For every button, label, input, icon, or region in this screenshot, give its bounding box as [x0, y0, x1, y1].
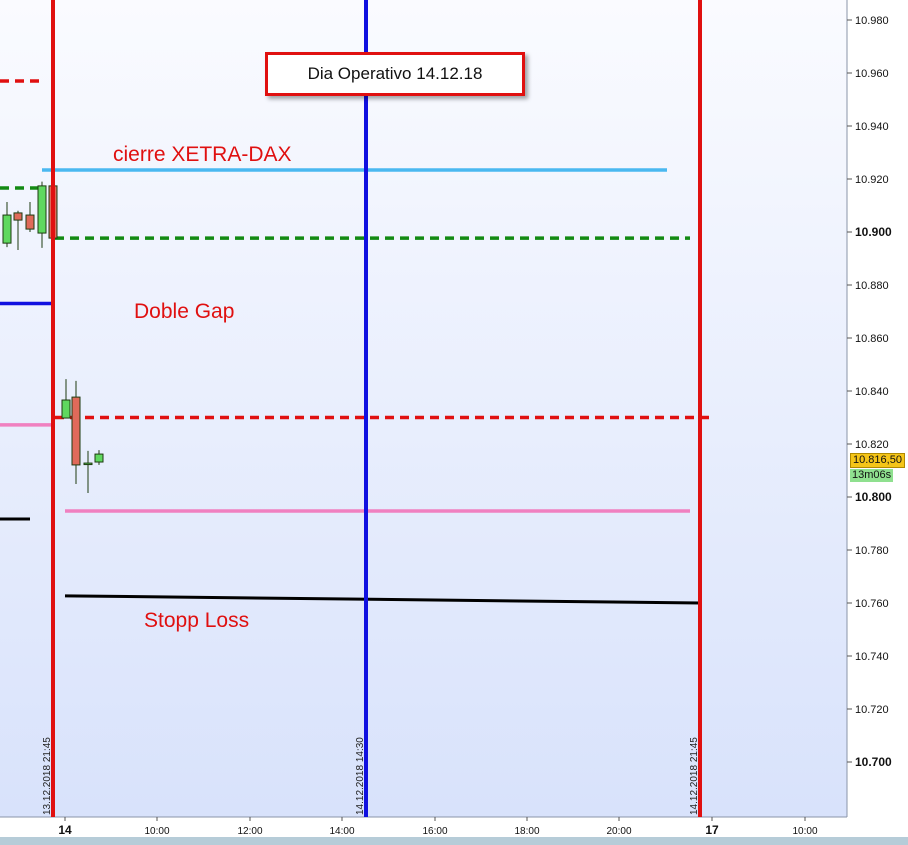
bar-timer-tag: 13m06s — [850, 469, 894, 482]
x-tick-label: 16:00 — [422, 826, 447, 837]
x-tick-label: 14 — [58, 823, 72, 837]
y-tick-label: 10.940 — [855, 121, 889, 133]
candle-up — [2, 214, 12, 244]
vline-label: 14.12.2018 21:45 — [689, 737, 700, 815]
plot-background — [0, 0, 847, 817]
candle-down — [13, 212, 23, 221]
bottom-scrollbar[interactable] — [0, 837, 908, 845]
vline-label: 13.12.2018 21:45 — [42, 737, 53, 815]
annotation-stopp-loss: Stopp Loss — [144, 609, 250, 632]
y-tick-label: 10.780 — [855, 545, 889, 557]
annotation-cierre-xetra: cierre XETRA-DAX — [113, 143, 292, 166]
x-tick-label: 10:00 — [144, 826, 169, 837]
y-tick-label: 10.760 — [855, 598, 889, 610]
x-tick-label: 12:00 — [237, 826, 262, 837]
x-tick-label: 17 — [705, 823, 719, 837]
candle-down — [25, 214, 35, 230]
x-tick-label: 20:00 — [606, 826, 631, 837]
y-tick-label: 10.860 — [855, 333, 889, 345]
y-tick-label: 10.980 — [855, 15, 889, 27]
candle-up — [94, 453, 104, 463]
vline-label: 14.12.2018 14:30 — [355, 737, 366, 815]
candle-up — [61, 399, 71, 419]
y-tick-label: 10.800 — [855, 490, 892, 504]
y-tick-label: 10.880 — [855, 280, 889, 292]
candle-up — [83, 462, 93, 466]
y-tick-label: 10.920 — [855, 174, 889, 186]
annotation-doble-gap: Doble Gap — [134, 300, 235, 323]
current-price-tag: 10.816,50 — [850, 453, 905, 468]
y-tick-label: 10.700 — [855, 755, 892, 769]
x-tick-label: 10:00 — [792, 826, 817, 837]
y-tick-label: 10.900 — [855, 225, 892, 239]
y-tick-label: 10.740 — [855, 651, 889, 663]
x-tick-label: 18:00 — [514, 826, 539, 837]
x-tick-label: 14:00 — [329, 826, 354, 837]
y-tick-label: 10.960 — [855, 68, 889, 80]
y-tick-label: 10.840 — [855, 386, 889, 398]
y-tick-label: 10.820 — [855, 439, 889, 451]
y-tick-label: 10.720 — [855, 704, 889, 716]
candle-up — [37, 185, 47, 234]
horizontal-line — [64, 594, 701, 605]
title-box: Dia Operativo 14.12.18 — [265, 52, 525, 96]
candle-down — [71, 396, 81, 466]
